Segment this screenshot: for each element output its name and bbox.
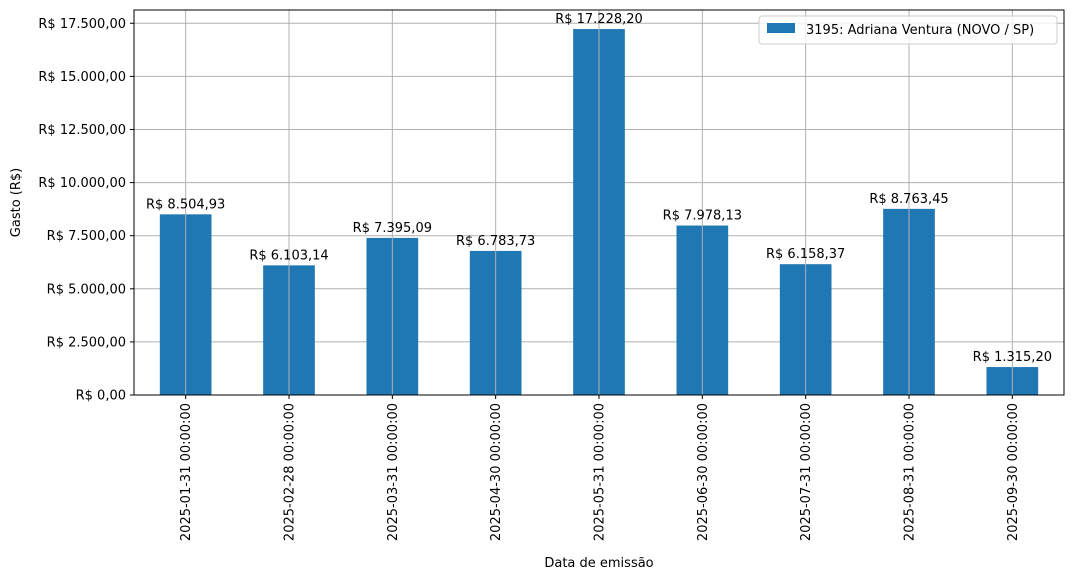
x-tick-label: 2025-02-28 00:00:00 bbox=[283, 403, 298, 541]
x-tick-label: 2025-01-31 00:00:00 bbox=[179, 403, 194, 541]
bar-value-label: R$ 6.158,37 bbox=[766, 247, 845, 262]
legend-label: 3195: Adriana Ventura (NOVO / SP) bbox=[806, 23, 1034, 38]
y-tick-label: R$ 10.000,00 bbox=[38, 176, 126, 191]
bar-value-labels: R$ 8.504,93 R$ 6.103,14 R$ 7.395,09 R$ 6.78… bbox=[146, 10, 1052, 395]
bar-value-label: R$ 17.228,20 bbox=[555, 12, 643, 27]
x-tick-label: 2025-04-30 00:00:00 bbox=[489, 403, 504, 541]
bar-value-label: R$ 6.783,73 bbox=[456, 234, 535, 249]
x-tick-label: 2025-08-31 00:00:00 bbox=[903, 403, 918, 541]
bar-value-label: R$ 7.978,13 bbox=[663, 209, 742, 224]
bar-value-label: R$ 8.504,93 bbox=[146, 197, 225, 212]
x-axis-title: Data de emissão bbox=[544, 556, 653, 571]
y-tick-label: R$ 0,00 bbox=[76, 389, 126, 404]
bar-value-label: R$ 7.395,09 bbox=[353, 221, 432, 236]
y-tick-label: R$ 15.000,00 bbox=[38, 70, 126, 85]
bar-value-label: R$ 6.103,14 bbox=[249, 248, 328, 263]
x-tick-label: 2025-06-30 00:00:00 bbox=[696, 403, 711, 541]
y-tick-label: R$ 17.500,00 bbox=[38, 17, 126, 32]
legend-box bbox=[758, 15, 1058, 45]
bar-value-label: R$ 8.763,45 bbox=[869, 192, 948, 207]
y-tick-label: R$ 2.500,00 bbox=[47, 335, 126, 350]
x-tick-label: 2025-03-31 00:00:00 bbox=[386, 403, 401, 541]
y-axis-title: Gasto (R$) bbox=[9, 168, 24, 237]
x-tick-label: 2025-07-31 00:00:00 bbox=[799, 403, 814, 541]
y-tick-label: R$ 7.500,00 bbox=[47, 229, 126, 244]
x-tick-label: 2025-05-31 00:00:00 bbox=[593, 403, 608, 541]
y-tick-label: R$ 5.000,00 bbox=[47, 282, 126, 297]
legend: 3195: Adriana Ventura (NOVO / SP) bbox=[758, 15, 1058, 45]
bar-value-label: R$ 1.315,20 bbox=[973, 350, 1052, 365]
x-tick-label: 2025-09-30 00:00:00 bbox=[1006, 403, 1021, 541]
x-axis-ticks: 2025-01-31 00:00:00 2025-02-28 00:00:00 20… bbox=[179, 395, 1021, 541]
legend-swatch bbox=[767, 23, 795, 33]
y-axis-ticks: R$ 0,00 R$ 2.500,00 R$ 5.000,00 R$ 7.500,00… bbox=[38, 17, 134, 404]
y-tick-label: R$ 12.500,00 bbox=[38, 123, 126, 138]
